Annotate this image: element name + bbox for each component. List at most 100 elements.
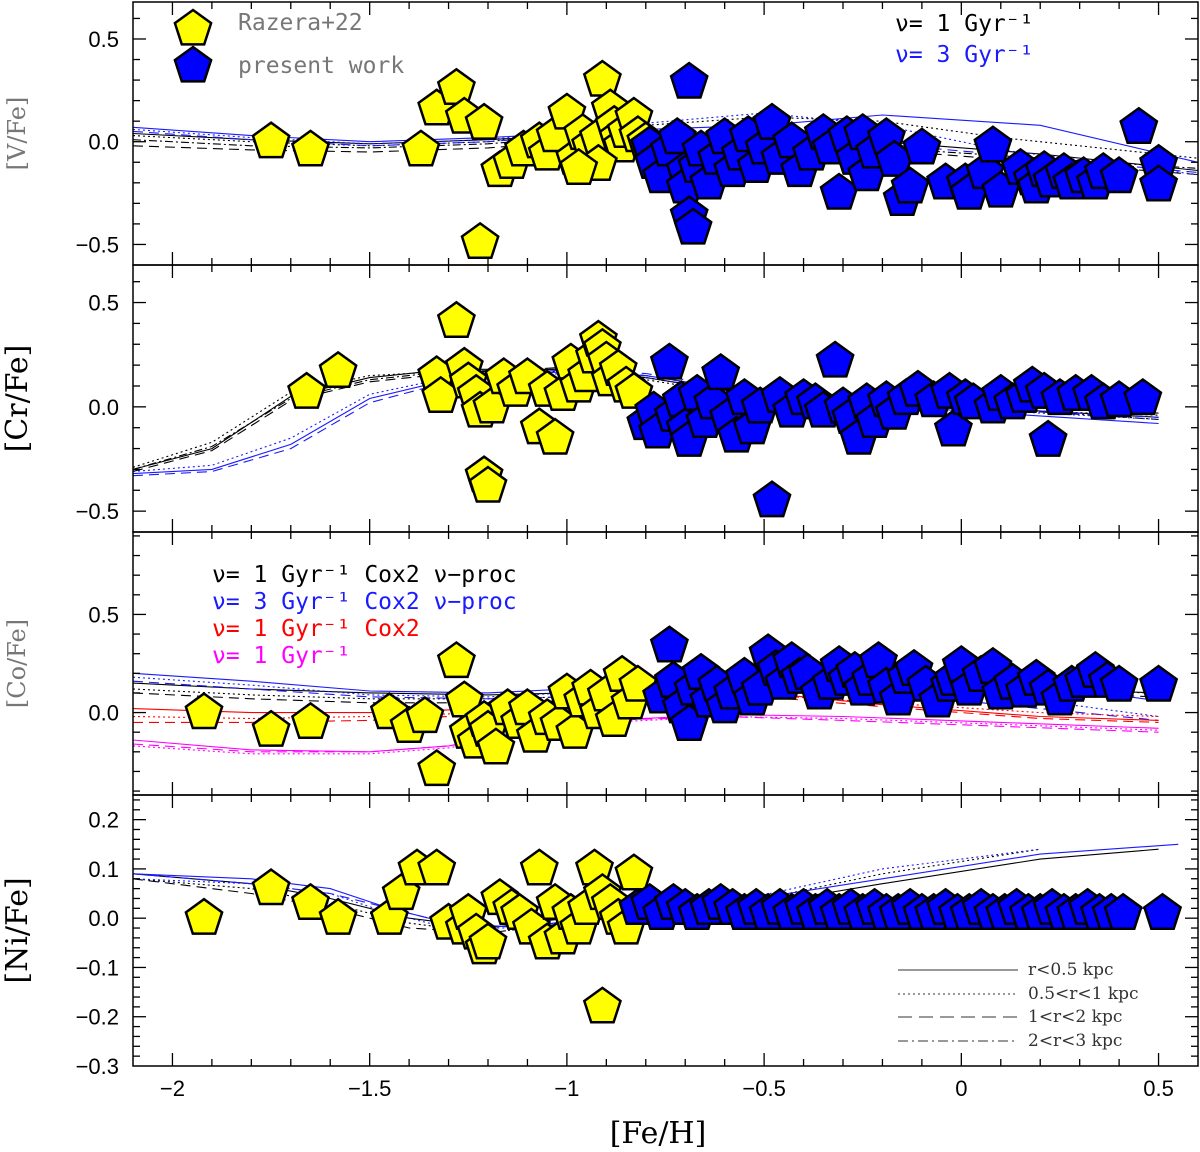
linestyle-legend: r<0.5 kpc 0.5<r<1 kpc 1<r<2 kpc 2<r<3 kp…: [898, 960, 1139, 1051]
ls-solid-label: r<0.5 kpc: [1028, 960, 1114, 980]
nu-label-co-blue: ν= 3 Gyr⁻¹ Cox2 ν−proc: [212, 589, 517, 615]
present-point-co-51: [1139, 664, 1179, 702]
y-tick-label-ni: −0.2: [76, 1005, 119, 1030]
present-point-ni-42: [1142, 892, 1183, 930]
razera-point-co-1: [251, 709, 291, 747]
y-tick-label-v: −0.5: [76, 232, 119, 257]
razera-point-v-1: [290, 129, 331, 167]
present-point-ni-41: [1103, 892, 1143, 930]
razera-point-co-0: [184, 692, 224, 730]
razera-point-ni-31: [614, 853, 654, 891]
model-curve-cr-5: [133, 372, 1159, 473]
y-tick-label-ni: −0.1: [76, 955, 119, 980]
panel-frame-ni: [132, 794, 1199, 1067]
razera-point-cr-17: [535, 417, 575, 455]
present-point-cr-17: [752, 480, 792, 518]
razera-point-v-6: [464, 102, 504, 140]
y-tick-label-co: 0.5: [88, 602, 119, 627]
razera-point-v-18: [582, 59, 622, 97]
razera-point-v-27: [460, 221, 500, 260]
x-tick-label: 0.5: [1143, 1076, 1174, 1101]
present-point-cr-11: [701, 352, 741, 391]
present-point-v-57: [1139, 164, 1179, 202]
y-axis-label-co: [Co/Fe]: [3, 619, 31, 708]
legend-razera-label: Razera+22: [238, 10, 363, 36]
x-tick-label: −0.5: [742, 1076, 785, 1101]
razera-point-cr-0: [287, 371, 327, 409]
razera-point-v-0: [251, 121, 291, 159]
razera-point-ni-13: [468, 922, 508, 960]
razera-point-ni-2: [290, 882, 331, 921]
data-points-v: [251, 59, 1179, 260]
present-point-v-54: [1099, 156, 1139, 194]
y-axis-label-v: [V/Fe]: [3, 97, 31, 171]
razera-point-co-6: [417, 748, 457, 787]
y-tick-label-cr: 0.5: [88, 291, 119, 316]
panel-v: 0.5 0.0 −0.5 [V/Fe]: [3, 1, 1199, 266]
panel-cr: 0.5 0.0 −0.5 [Cr/Fe]: [0, 264, 1199, 533]
nu-label-v-1: ν= 1 Gyr⁻¹: [895, 11, 1033, 37]
razera-point-ni-27: [582, 986, 622, 1024]
model-curve-cr-2: [133, 366, 1159, 473]
data-points-co: [184, 625, 1179, 787]
model-curve-cr-3: [133, 368, 1159, 470]
razera-point-v-29: [559, 147, 599, 186]
razera-point-ni-18: [519, 848, 559, 886]
ls-dashdot-label: 2<r<3 kpc: [1028, 1031, 1122, 1051]
panel-co: 0.5 0.0 [Co/Fe]: [3, 531, 1199, 796]
present-point-v-37: [902, 127, 942, 165]
present-point-co-50: [1099, 664, 1139, 702]
ls-dotted-label: 0.5<r<1 kpc: [1028, 984, 1139, 1004]
x-tick-label: −1: [554, 1076, 579, 1101]
nu-label-co-black: ν= 1 Gyr⁻¹ Cox2 ν−proc: [212, 562, 517, 588]
legend-razera-marker: [173, 8, 213, 46]
y-tick-label-ni: 0.1: [88, 857, 119, 882]
razera-point-co-13: [476, 727, 516, 765]
x-tick-label: 0: [955, 1076, 967, 1101]
present-point-v-0: [669, 61, 709, 99]
razera-point-v-4: [436, 67, 476, 105]
present-point-cr-23: [815, 340, 855, 378]
x-tick-label: −2: [160, 1076, 185, 1101]
y-tick-label-ni: 0.0: [88, 906, 119, 931]
y-tick-label-co: 0.0: [88, 701, 119, 726]
razera-point-co-5: [405, 695, 445, 734]
nu-label-v-3: ν= 3 Gyr⁻¹: [895, 42, 1033, 68]
y-tick-label-ni: −0.3: [76, 1054, 119, 1079]
x-axis-label: [Fe/H]: [610, 1116, 707, 1151]
present-point-v-55: [1119, 106, 1159, 144]
present-point-cr-3: [649, 342, 689, 380]
razera-point-co-2: [290, 701, 331, 740]
legend-present-label: present work: [238, 53, 404, 79]
data-points-cr: [287, 300, 1163, 518]
x-tick-label: −1.5: [348, 1076, 391, 1101]
legend-present-marker: [173, 45, 213, 83]
data-points-ni: [184, 848, 1183, 1024]
present-point-cr-50: [1123, 377, 1163, 416]
razera-point-cr-4: [436, 300, 476, 338]
razera-point-co-7: [436, 640, 476, 679]
y-tick-label-ni: 0.2: [88, 808, 119, 833]
present-point-v-9: [673, 207, 713, 245]
razera-point-cr-1: [318, 350, 358, 389]
present-point-cr-44: [1028, 419, 1068, 457]
y-tick-label-v: 0.0: [88, 130, 119, 155]
y-tick-label-cr: −0.5: [76, 499, 119, 524]
razera-point-ni-0: [184, 897, 224, 935]
legend-razera: Razera+22: [173, 8, 363, 46]
razera-point-ni-1: [251, 868, 291, 906]
present-point-cr-35: [933, 409, 973, 447]
nu-label-co-red: ν= 1 Gyr⁻¹ Cox2: [212, 616, 420, 642]
y-axis-label-ni: [Ni/Fe]: [0, 877, 35, 983]
y-tick-label-v: 0.5: [88, 27, 119, 52]
razera-point-ni-7: [417, 848, 457, 886]
razera-point-ni-3: [318, 897, 358, 935]
y-tick-label-cr: 0.0: [88, 395, 119, 420]
nu-label-co-magenta: ν= 1 Gyr⁻¹: [212, 643, 350, 669]
ls-dashed-label: 1<r<2 kpc: [1028, 1007, 1122, 1027]
legend-present: present work: [173, 45, 404, 83]
present-point-v-36: [890, 166, 930, 204]
model-curve-v-1: [133, 116, 1198, 159]
panel-ni: 0.2 0.1 0.0 −0.1 −0.2 −0.3 [Ni/Fe]: [0, 794, 1199, 1079]
